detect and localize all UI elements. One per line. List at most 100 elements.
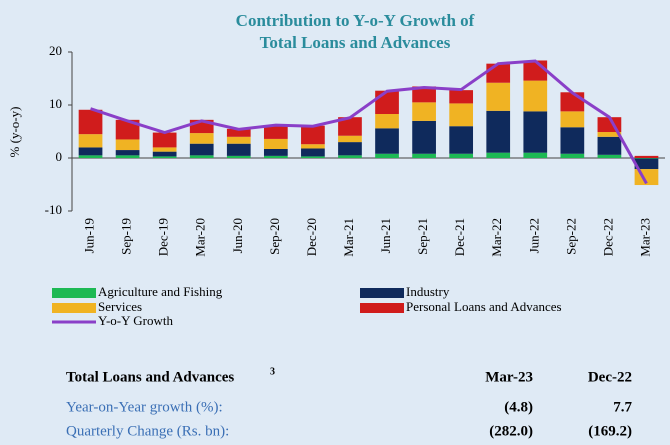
bar-segment (115, 119, 140, 140)
table-header: Total Loans and Advances (66, 369, 234, 385)
legend-label: Agriculture and Fishing (98, 284, 223, 299)
bar-segment (375, 153, 399, 158)
table-cell: (169.2) (588, 423, 632, 439)
bar-segment (78, 134, 103, 148)
x-tick-label: Jun-19 (82, 218, 97, 253)
bar-segment (78, 147, 103, 156)
bar-segment (523, 60, 548, 81)
bar-segment (189, 143, 214, 156)
legend-label: Industry (406, 284, 450, 299)
x-tick-label: Jun-21 (378, 218, 393, 253)
bar-segment (486, 152, 511, 158)
bar-segment (597, 154, 622, 158)
chart-title: Total Loans and Advances (260, 33, 451, 52)
bar-segment (412, 86, 436, 103)
y-tick-label: -10 (45, 202, 62, 217)
table-cell: Year-on-Year growth (%): (66, 399, 223, 415)
table-header: Dec-22 (588, 369, 632, 385)
bar-segment (226, 128, 251, 137)
bar-segment (152, 147, 177, 152)
x-tick-label: Mar-23 (637, 218, 652, 257)
x-tick-label: Sep-19 (119, 218, 134, 255)
bar-segment (523, 152, 548, 158)
x-tick-label: Dec-19 (156, 218, 171, 256)
table-cell: (282.0) (489, 423, 533, 439)
x-tick-label: Mar-20 (193, 218, 208, 257)
bar-segment (523, 80, 548, 112)
bar-segment (486, 63, 511, 83)
y-tick-label: 0 (56, 149, 63, 164)
bar-segment (597, 132, 622, 137)
x-tick-label: Sep-22 (563, 218, 578, 255)
x-tick-label: Mar-21 (341, 218, 356, 257)
bar-segment (226, 136, 251, 144)
table-cell: 7.7 (613, 399, 632, 415)
bar-segment (375, 128, 399, 154)
table-header: Mar-23 (485, 369, 533, 385)
bar-segment (597, 136, 622, 155)
x-tick-label: Dec-22 (600, 218, 615, 256)
growth-line (90, 59, 648, 185)
bar-segment (338, 155, 362, 158)
bar-segment (338, 142, 362, 156)
bar-segment (301, 125, 325, 145)
legend-label: Personal Loans and Advances (406, 299, 562, 314)
bar-segment (115, 139, 140, 151)
bar-segment (523, 111, 548, 153)
legend-label: Y-o-Y Growth (98, 313, 173, 328)
bar-segment (226, 143, 251, 156)
x-tick-label: Dec-20 (304, 218, 319, 256)
bar-segment (189, 133, 214, 144)
bar-segment (152, 132, 177, 148)
bar-segment (634, 155, 659, 158)
bar-segment (338, 117, 362, 136)
bar-segment (560, 92, 585, 112)
legend-swatch (360, 303, 404, 313)
bar-segment (263, 148, 288, 156)
bar-segment (486, 82, 511, 111)
bar-segment (449, 103, 474, 127)
bar-segment (560, 153, 585, 158)
bar-segment (263, 155, 288, 158)
bar-segment (301, 148, 325, 157)
bar-segment (226, 155, 251, 158)
y-tick-label: 20 (49, 43, 62, 58)
x-tick-label: Sep-21 (415, 218, 430, 255)
bar-segment (412, 153, 436, 158)
x-tick-label: Sep-20 (267, 218, 282, 255)
bar-segment (301, 156, 325, 158)
bar-segment (449, 153, 474, 158)
y-tick-label: 10 (49, 96, 62, 111)
bar-segment (78, 109, 103, 135)
x-tick-label: Dec-21 (452, 218, 467, 256)
table-cell: Quarterly Change (Rs. bn): (66, 423, 229, 439)
legend-label: Services (98, 299, 142, 314)
legend-swatch (52, 288, 96, 298)
bar-segment (263, 125, 288, 139)
bar-segment (634, 158, 659, 159)
x-tick-label: Jun-20 (230, 218, 245, 253)
bar-segment (375, 114, 399, 129)
bar-segment (189, 155, 214, 158)
legend-swatch (52, 303, 96, 313)
bar-segment (560, 111, 585, 128)
legend-swatch (360, 288, 404, 298)
bar-segment (338, 135, 362, 143)
bar-segment (412, 102, 436, 121)
footnote: 3 (270, 366, 275, 377)
bar-segment (449, 90, 474, 104)
bar-segment (560, 127, 585, 154)
chart-title: Contribution to Y-o-Y Growth of (236, 11, 475, 30)
table-cell: (4.8) (504, 399, 533, 415)
x-tick-label: Jun-22 (526, 218, 541, 253)
bar-segment (115, 155, 140, 158)
bar-segment (412, 120, 436, 154)
bar-segment (634, 158, 659, 170)
bar-segment (78, 155, 103, 158)
bar-segment (449, 126, 474, 154)
bar-segment (152, 156, 177, 158)
bar-segment (263, 138, 288, 149)
bar-segment (301, 144, 325, 149)
